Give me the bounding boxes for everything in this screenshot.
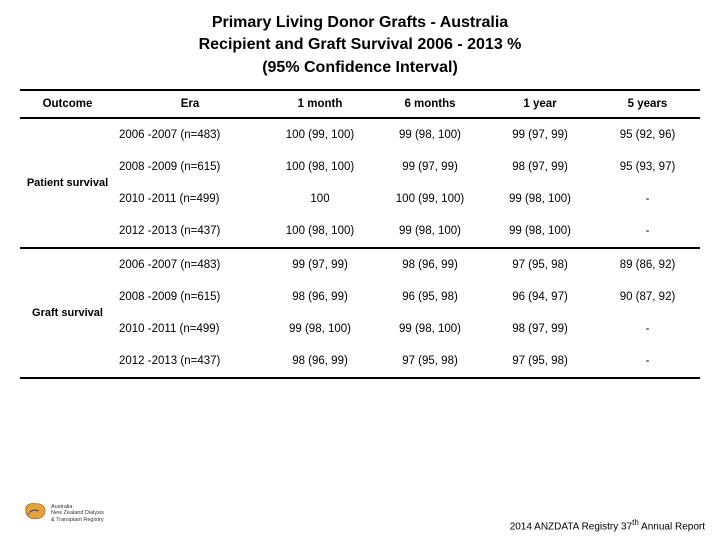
table-header-row: Outcome Era 1 month 6 months 1 year 5 ye… [20, 90, 700, 118]
cell-y5: - [595, 313, 700, 345]
australia-map-icon [22, 499, 48, 528]
cell-m1: 100 (98, 100) [265, 151, 375, 183]
cell-y5: - [595, 183, 700, 215]
cell-era: 2008 -2009 (n=615) [115, 151, 265, 183]
cell-era: 2012 -2013 (n=437) [115, 215, 265, 248]
table-row: 2010 -2011 (n=499)100100 (99, 100)99 (98… [20, 183, 700, 215]
title-line-2: Recipient and Graft Survival 2006 - 2013… [0, 34, 720, 56]
footer-suffix: Annual Report [639, 521, 705, 532]
col-era: Era [115, 90, 265, 118]
footer-citation: 2014 ANZDATA Registry 37th Annual Report [510, 518, 705, 532]
table-row: 2010 -2011 (n=499)99 (98, 100)99 (98, 10… [20, 313, 700, 345]
cell-m6: 99 (98, 100) [375, 118, 485, 151]
col-5years: 5 years [595, 90, 700, 118]
table-row: 2008 -2009 (n=615)98 (96, 99)96 (95, 98)… [20, 281, 700, 313]
cell-m6: 99 (97, 99) [375, 151, 485, 183]
table-row: 2012 -2013 (n=437)98 (96, 99)97 (95, 98)… [20, 345, 700, 378]
cell-y5: - [595, 215, 700, 248]
table-row: 2012 -2013 (n=437)100 (98, 100)99 (98, 1… [20, 215, 700, 248]
cell-y5: 89 (86, 92) [595, 248, 700, 281]
cell-m1: 99 (97, 99) [265, 248, 375, 281]
footer-sup: th [632, 518, 639, 527]
cell-m1: 100 [265, 183, 375, 215]
cell-y1: 98 (97, 99) [485, 313, 595, 345]
logo-text: AustraliaNew Zealand Dialysis& Transplan… [51, 504, 104, 522]
cell-era: 2012 -2013 (n=437) [115, 345, 265, 378]
cell-y1: 99 (97, 99) [485, 118, 595, 151]
cell-y5: 95 (93, 97) [595, 151, 700, 183]
cell-era: 2006 -2007 (n=483) [115, 118, 265, 151]
col-1year: 1 year [485, 90, 595, 118]
cell-m6: 96 (95, 98) [375, 281, 485, 313]
title-line-1: Primary Living Donor Grafts - Australia [0, 12, 720, 34]
page-title: Primary Living Donor Grafts - Australia … [0, 0, 720, 89]
title-line-3: (95% Confidence Interval) [0, 57, 720, 79]
cell-era: 2008 -2009 (n=615) [115, 281, 265, 313]
cell-era: 2006 -2007 (n=483) [115, 248, 265, 281]
footer-prefix: 2014 ANZDATA Registry 37 [510, 521, 632, 532]
table-row: 2008 -2009 (n=615)100 (98, 100)99 (97, 9… [20, 151, 700, 183]
cell-era: 2010 -2011 (n=499) [115, 313, 265, 345]
table-row: Patient survival2006 -2007 (n=483)100 (9… [20, 118, 700, 151]
cell-m1: 100 (98, 100) [265, 215, 375, 248]
cell-y1: 97 (95, 98) [485, 248, 595, 281]
col-outcome: Outcome [20, 90, 115, 118]
cell-m1: 98 (96, 99) [265, 281, 375, 313]
table-row: Graft survival2006 -2007 (n=483)99 (97, … [20, 248, 700, 281]
outcome-cell: Patient survival [20, 118, 115, 248]
cell-m1: 100 (99, 100) [265, 118, 375, 151]
cell-y1: 96 (94, 97) [485, 281, 595, 313]
cell-m6: 99 (98, 100) [375, 313, 485, 345]
cell-m6: 98 (96, 99) [375, 248, 485, 281]
cell-y1: 97 (95, 98) [485, 345, 595, 378]
cell-y5: 90 (87, 92) [595, 281, 700, 313]
cell-m1: 99 (98, 100) [265, 313, 375, 345]
col-1month: 1 month [265, 90, 375, 118]
cell-y5: 95 (92, 96) [595, 118, 700, 151]
outcome-cell: Graft survival [20, 248, 115, 378]
cell-y1: 99 (98, 100) [485, 183, 595, 215]
cell-m6: 97 (95, 98) [375, 345, 485, 378]
cell-era: 2010 -2011 (n=499) [115, 183, 265, 215]
cell-y1: 98 (97, 99) [485, 151, 595, 183]
cell-y5: - [595, 345, 700, 378]
cell-m6: 99 (98, 100) [375, 215, 485, 248]
col-6months: 6 months [375, 90, 485, 118]
survival-table: Outcome Era 1 month 6 months 1 year 5 ye… [20, 89, 700, 379]
cell-y1: 99 (98, 100) [485, 215, 595, 248]
cell-m6: 100 (99, 100) [375, 183, 485, 215]
cell-m1: 98 (96, 99) [265, 345, 375, 378]
anzdata-logo: AustraliaNew Zealand Dialysis& Transplan… [22, 499, 104, 528]
